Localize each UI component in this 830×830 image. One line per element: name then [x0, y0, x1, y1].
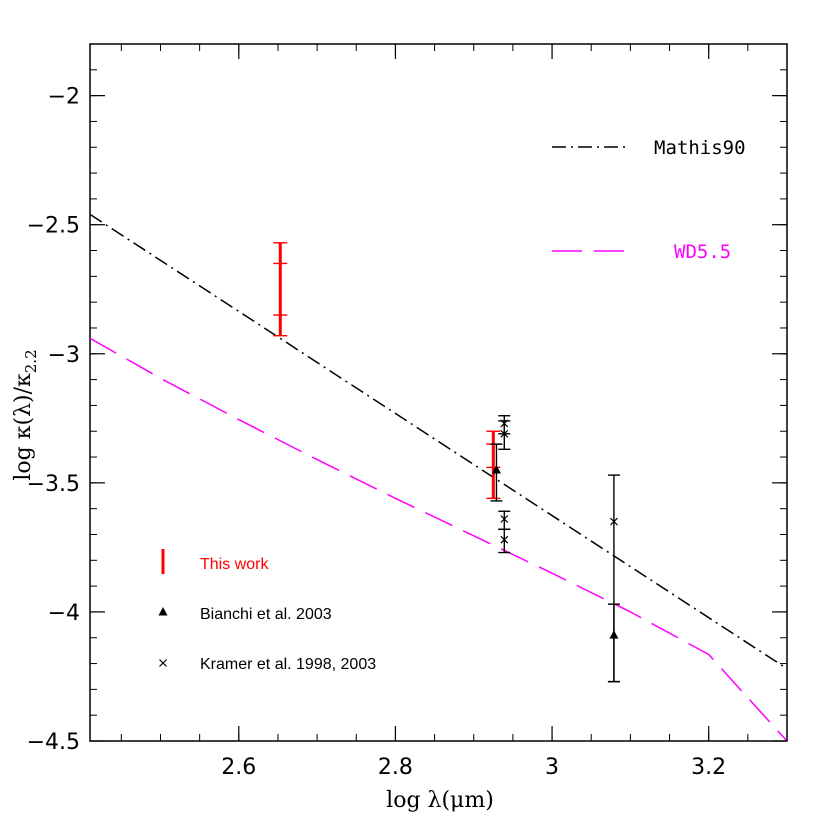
- curves: [90, 213, 787, 741]
- y-tick-label: −3.5: [27, 472, 80, 497]
- y-tick-label: −2.5: [27, 214, 80, 239]
- curve-mathis90: [90, 213, 787, 670]
- y-tick-label: −3: [48, 343, 80, 368]
- y-tick-label: −4: [48, 601, 80, 626]
- x-tick-label: 2.6: [221, 755, 256, 780]
- data-markers: [273, 242, 620, 683]
- legend-label-wd5-5: WD5.5: [674, 241, 731, 263]
- axes: 2.6 2.8 3 3.2 −2 −2.5 −3 −3.5 −4 −4.5: [27, 43, 788, 780]
- y-axis-title-main: log κ(λ)/κ: [11, 373, 36, 481]
- y-tick-label: −4.5: [27, 730, 80, 755]
- y-tick-label: −2: [48, 85, 80, 110]
- legend-label-this-work: This work: [200, 556, 269, 573]
- y-axis-title-subscript: 2.2: [22, 349, 40, 373]
- legend-swatch-kramer: [159, 659, 167, 667]
- legend-label-bianchi: Bianchi et al. 2003: [200, 606, 332, 623]
- plot-area: [89, 43, 788, 742]
- kramer-point: [500, 535, 509, 544]
- y-axis-title: log κ(λ)/κ2.2: [11, 349, 40, 480]
- legends: Mathis90 WD5.5 This work Bianchi et al. 200…: [158, 137, 746, 673]
- x-tick-label: 3.2: [691, 755, 726, 780]
- kramer-point: [500, 429, 509, 438]
- x-tick-label: 2.8: [378, 755, 413, 780]
- legend-label-kramer: Kramer et al. 1998, 2003: [200, 656, 376, 673]
- plot-frame: [89, 43, 788, 742]
- legend-swatch-bianchi: [158, 607, 168, 616]
- x-tick-label: 3: [545, 755, 559, 780]
- x-axis-title: log λ(μm): [386, 788, 494, 813]
- curve-wd5-5: [90, 337, 787, 741]
- kramer-point: [500, 515, 509, 523]
- legend-label-mathis90: Mathis90: [654, 137, 746, 159]
- bianchi-point: [491, 464, 501, 474]
- kramer-point: [610, 517, 618, 526]
